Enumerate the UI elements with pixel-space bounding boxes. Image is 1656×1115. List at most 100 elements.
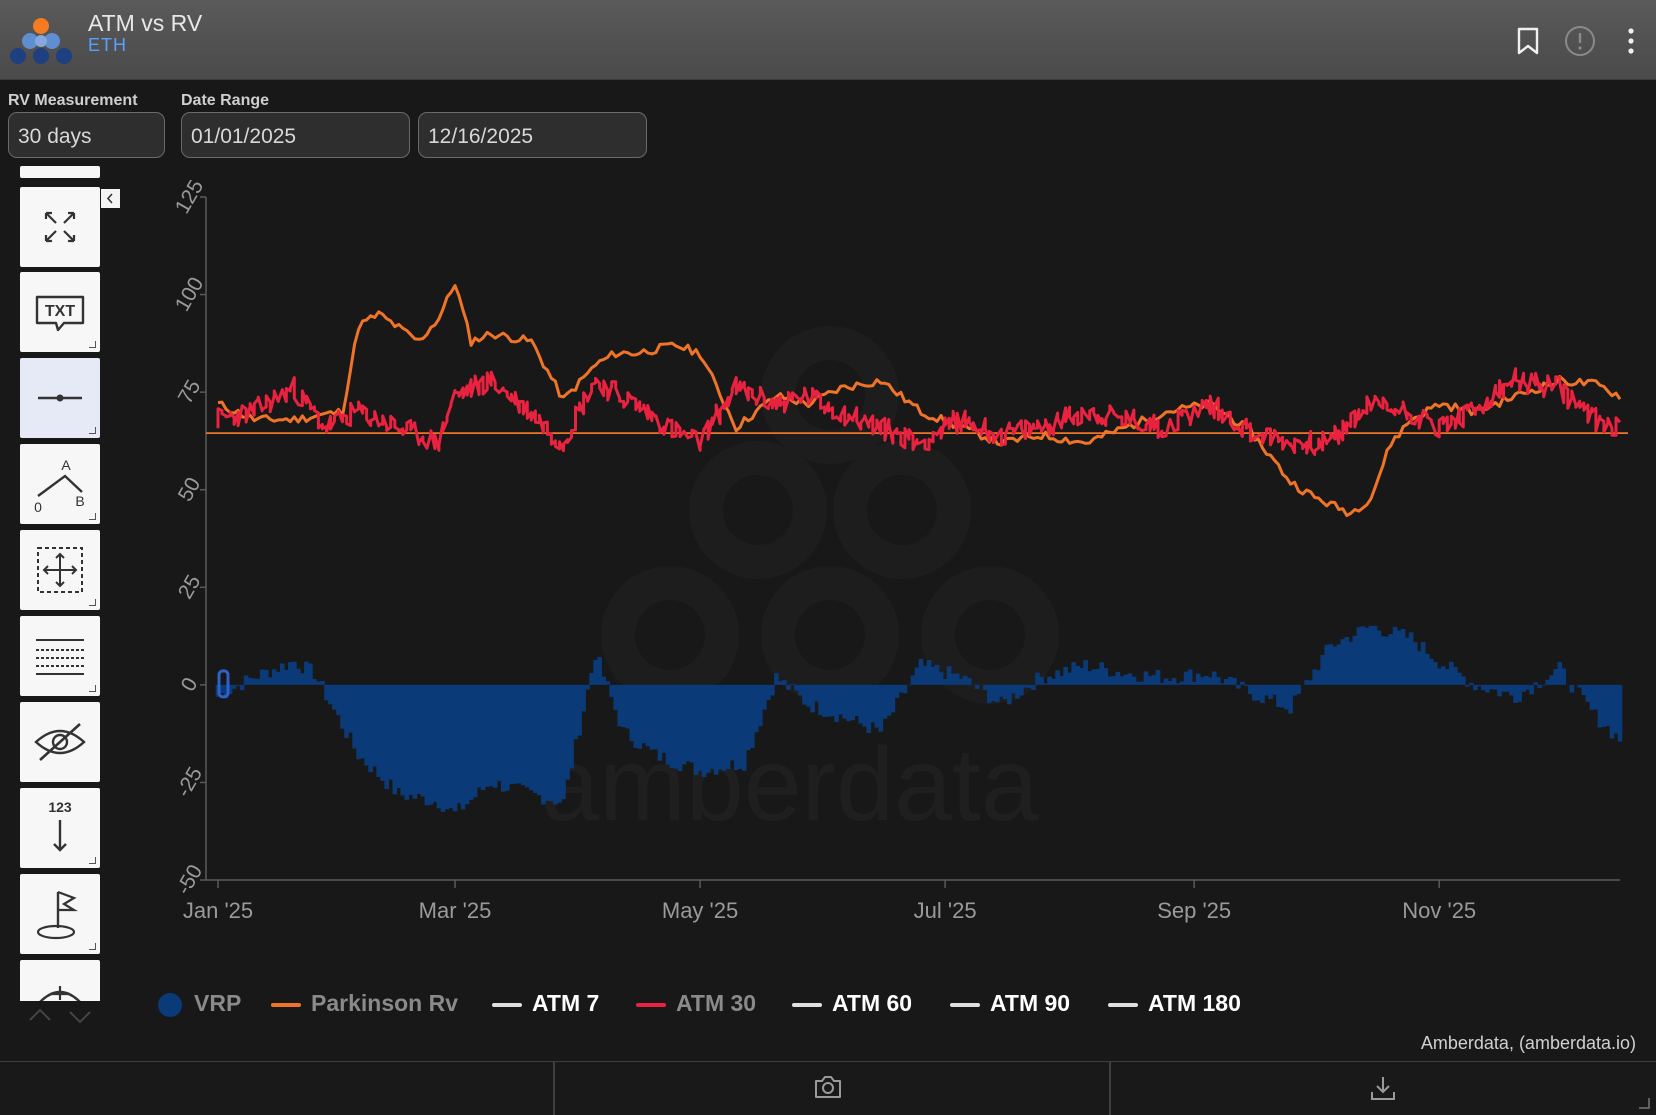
resize-handle[interactable] [1638, 1097, 1650, 1109]
vrp-bar [734, 685, 739, 770]
vrp-bar [670, 685, 675, 768]
more-vertical-icon[interactable] [1624, 26, 1638, 56]
vrp-bar [569, 685, 574, 769]
line-segment-icon [20, 358, 100, 438]
vrp-bar [1144, 671, 1149, 685]
vrp-bar [927, 660, 932, 685]
vrp-bar [1389, 634, 1394, 685]
legend-swatch [636, 1003, 666, 1007]
legend-label: ATM 30 [676, 990, 756, 1016]
vrp-bar [967, 678, 972, 685]
download-icon[interactable] [1368, 1074, 1398, 1102]
vrp-bar [356, 685, 361, 759]
vrp-bar [1545, 680, 1550, 685]
vrp-bar [746, 685, 751, 750]
vrp-bar [328, 685, 333, 704]
vrp-bar [533, 685, 538, 793]
vrp-bar [1216, 677, 1221, 685]
toolbar-scroll-arrows[interactable] [26, 1004, 96, 1028]
vrp-bar [300, 673, 305, 685]
vrp-bar [284, 670, 289, 685]
measure-tool[interactable] [20, 960, 100, 1001]
vrp-bar [605, 681, 610, 685]
vrp-bar [557, 685, 562, 803]
crosshair-select-tool[interactable] [20, 530, 100, 610]
vrp-bar [854, 685, 859, 716]
vrp-bar [1224, 679, 1229, 685]
legend-item-vrp[interactable]: VRP [158, 990, 241, 1017]
vrp-bar [1461, 676, 1466, 684]
parkinson-rv-line [218, 286, 1620, 516]
vrp-bar [1019, 685, 1024, 696]
vrp-bar [400, 685, 405, 796]
vrp-bar [1280, 685, 1285, 708]
vrp-bar [738, 685, 743, 769]
collapse-toolbar-button[interactable] [101, 189, 120, 208]
vrp-bar [935, 665, 940, 685]
vrp-bar [240, 685, 245, 690]
vrp-bar [453, 685, 458, 812]
legend-item-atm-180[interactable]: ATM 180 [1108, 990, 1241, 1017]
vrp-bar [842, 685, 847, 719]
vrp-bar [1272, 685, 1277, 695]
vrp-bar [505, 685, 510, 791]
vrp-bar [654, 685, 659, 749]
vrp-bar [1437, 668, 1442, 684]
vrp-bar [1132, 677, 1137, 685]
vrp-bar [485, 685, 490, 787]
expand-icon [20, 187, 100, 267]
date-range-label: Date Range [181, 92, 269, 110]
vrp-bar [304, 662, 309, 685]
vrp-bar [1128, 673, 1133, 684]
vrp-bar [1525, 685, 1530, 690]
vrp-bar [895, 685, 900, 698]
angle-tool[interactable]: A 0 B [20, 444, 100, 524]
rv-measurement-select[interactable]: 30 days [8, 112, 165, 158]
vrp-bar [702, 685, 707, 777]
legend-item-atm-7[interactable]: ATM 7 [492, 990, 599, 1017]
info-icon[interactable] [1564, 25, 1596, 57]
vrp-bar [862, 685, 867, 727]
line-tool[interactable] [20, 358, 100, 438]
fullscreen-tool[interactable] [20, 187, 100, 267]
legend-item-parkinson-rv[interactable]: Parkinson Rv [271, 990, 458, 1017]
vrp-bar [1445, 669, 1450, 685]
vrp-bar [710, 685, 715, 769]
vrp-bar [1377, 630, 1382, 684]
bookmark-icon[interactable] [1515, 26, 1541, 56]
vrp-bar [260, 670, 265, 685]
text-annotation-tool[interactable]: TXT [20, 272, 100, 352]
legend-item-atm-60[interactable]: ATM 60 [792, 990, 912, 1017]
vrp-bar [850, 685, 855, 720]
vrp-bar [1365, 628, 1370, 685]
vrp-bar [1124, 675, 1129, 685]
vrp-bar [1361, 626, 1366, 684]
vrp-bar [1103, 668, 1108, 685]
vrp-bar [1039, 677, 1044, 685]
vrp-bar [292, 662, 297, 685]
vrp-bar [722, 685, 727, 771]
camera-icon[interactable] [813, 1074, 843, 1100]
hide-tool[interactable] [20, 702, 100, 782]
legend-item-atm-90[interactable]: ATM 90 [950, 990, 1070, 1017]
vrp-bar [581, 685, 586, 712]
legend-item-atm-30[interactable]: ATM 30 [636, 990, 756, 1017]
vrp-bar [1561, 669, 1566, 685]
vrp-bar [1176, 683, 1181, 685]
vrp-bar [1035, 673, 1040, 685]
date-end-input[interactable]: 12/16/2025 [418, 112, 647, 158]
vrp-bar [1260, 685, 1265, 703]
flag-marker-tool[interactable] [20, 874, 100, 954]
date-start-input[interactable]: 01/01/2025 [181, 112, 410, 158]
vrp-bar [372, 685, 377, 767]
numbering-tool[interactable]: 123 [20, 788, 100, 868]
grid-lines-tool[interactable] [20, 616, 100, 696]
vrp-bar [866, 685, 871, 733]
vrp-bar [858, 685, 863, 724]
vrp-bar [1332, 646, 1337, 684]
vrp-bar [236, 685, 241, 686]
vrp-bar [320, 681, 325, 685]
vrp-bar [1541, 685, 1546, 686]
vrp-bar [1099, 662, 1104, 685]
vrp-bar [1312, 669, 1317, 684]
